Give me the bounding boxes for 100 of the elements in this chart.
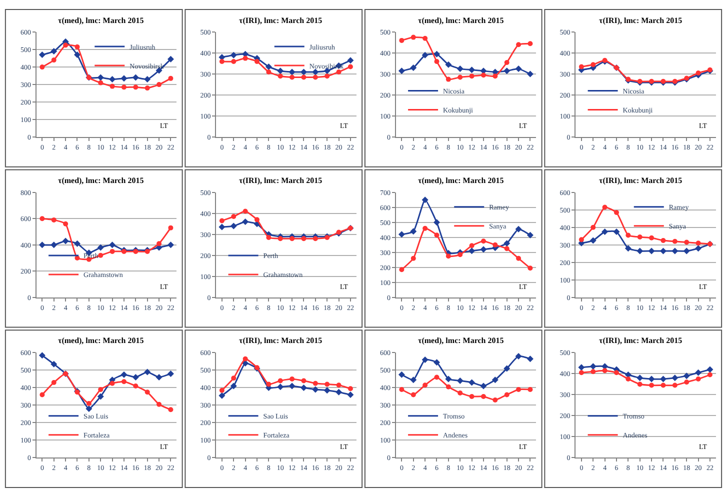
point bbox=[347, 57, 354, 64]
point bbox=[231, 214, 236, 220]
point bbox=[38, 352, 46, 359]
point bbox=[51, 217, 56, 222]
point bbox=[156, 374, 162, 380]
point bbox=[63, 42, 68, 48]
point bbox=[648, 248, 655, 254]
point bbox=[277, 68, 284, 74]
point bbox=[516, 386, 522, 392]
point bbox=[636, 374, 644, 382]
point bbox=[410, 228, 417, 235]
point bbox=[468, 379, 476, 386]
point bbox=[434, 374, 440, 380]
point bbox=[97, 74, 104, 81]
point bbox=[144, 76, 151, 83]
chart-title: τ(IRI), lmc: March 2015 bbox=[599, 16, 682, 25]
point bbox=[110, 248, 115, 254]
point bbox=[410, 64, 417, 72]
point bbox=[312, 68, 319, 76]
point bbox=[62, 238, 69, 244]
point bbox=[399, 267, 404, 272]
chart-title: τ(IRI), lmc: March 2015 bbox=[239, 176, 322, 185]
point bbox=[50, 242, 58, 248]
point bbox=[602, 204, 608, 210]
point bbox=[422, 226, 428, 231]
point bbox=[626, 376, 631, 382]
point bbox=[399, 386, 404, 392]
point bbox=[410, 376, 417, 384]
point bbox=[480, 394, 486, 399]
point bbox=[266, 235, 272, 240]
point bbox=[242, 56, 248, 61]
point bbox=[504, 60, 510, 66]
point bbox=[672, 374, 678, 382]
point bbox=[74, 52, 80, 58]
point bbox=[696, 376, 701, 382]
point bbox=[590, 363, 596, 370]
point bbox=[578, 370, 584, 376]
point bbox=[230, 382, 237, 390]
chart-title: τ(med), lmc: March 2015 bbox=[58, 176, 144, 185]
point bbox=[312, 386, 319, 393]
point bbox=[684, 240, 690, 245]
point bbox=[288, 68, 296, 76]
point bbox=[398, 371, 405, 378]
point bbox=[97, 244, 104, 251]
point bbox=[38, 242, 46, 248]
point bbox=[695, 369, 702, 376]
point bbox=[590, 369, 596, 374]
point bbox=[446, 254, 451, 259]
point bbox=[167, 56, 174, 62]
point bbox=[590, 237, 596, 244]
point bbox=[526, 356, 534, 362]
point bbox=[168, 407, 174, 412]
point bbox=[266, 69, 272, 74]
point bbox=[422, 356, 428, 363]
point bbox=[684, 380, 690, 385]
point bbox=[110, 380, 115, 386]
point bbox=[144, 86, 150, 91]
point bbox=[156, 402, 162, 407]
point bbox=[707, 372, 712, 378]
point bbox=[109, 242, 116, 248]
point bbox=[458, 252, 463, 258]
point bbox=[40, 392, 45, 398]
point bbox=[660, 248, 666, 254]
point bbox=[458, 390, 463, 396]
point bbox=[528, 41, 533, 46]
chart-title: τ(med), lmc: March 2015 bbox=[58, 336, 144, 345]
point bbox=[86, 400, 92, 406]
point bbox=[624, 245, 632, 252]
point bbox=[290, 74, 295, 80]
point bbox=[433, 219, 440, 226]
point bbox=[133, 84, 138, 90]
point bbox=[132, 374, 139, 380]
point bbox=[120, 75, 128, 82]
point bbox=[526, 70, 534, 78]
point bbox=[504, 392, 510, 398]
point bbox=[590, 224, 596, 230]
point bbox=[324, 387, 330, 394]
point bbox=[336, 382, 342, 388]
point bbox=[672, 248, 678, 254]
point bbox=[504, 246, 510, 252]
point bbox=[144, 368, 151, 376]
point bbox=[398, 231, 405, 238]
point bbox=[458, 74, 463, 80]
point bbox=[121, 379, 126, 384]
point bbox=[167, 370, 174, 377]
point bbox=[468, 66, 476, 74]
point bbox=[683, 372, 690, 380]
point bbox=[219, 218, 224, 224]
point bbox=[40, 64, 45, 70]
point bbox=[434, 58, 440, 64]
point bbox=[649, 382, 654, 388]
point bbox=[456, 66, 464, 72]
point bbox=[278, 74, 283, 79]
chart-title: τ(IRI), lmc: March 2015 bbox=[239, 336, 322, 345]
point bbox=[492, 74, 498, 79]
point bbox=[636, 248, 644, 254]
chart-title: τ(med), lmc: March 2015 bbox=[418, 336, 504, 345]
point bbox=[504, 365, 510, 372]
point bbox=[50, 48, 58, 55]
point bbox=[696, 240, 701, 246]
